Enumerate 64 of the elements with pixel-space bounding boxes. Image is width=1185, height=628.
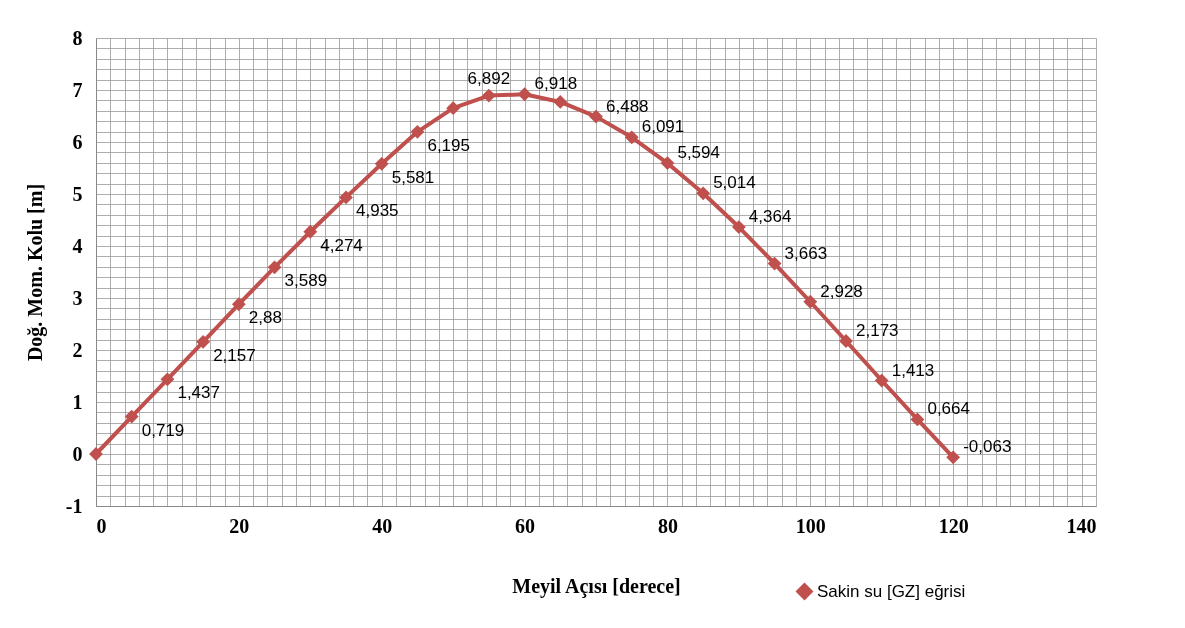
data-label: 6,892 bbox=[467, 68, 511, 88]
data-label: 1,413 bbox=[891, 360, 935, 380]
point bbox=[196, 334, 211, 349]
x-tick-label: 120 bbox=[938, 514, 969, 537]
y-tick-label: 0 bbox=[72, 442, 83, 465]
y-tick-label: 6 bbox=[72, 130, 83, 153]
point bbox=[124, 409, 139, 424]
y-tick-label: 2 bbox=[72, 338, 83, 361]
x-tick-label: 20 bbox=[229, 514, 250, 537]
data-label: 3,663 bbox=[784, 243, 828, 263]
data-label: 5,014 bbox=[713, 173, 756, 193]
data-label: 3,589 bbox=[284, 271, 328, 291]
data-label: 0,719 bbox=[141, 420, 185, 440]
x-tick-label: 60 bbox=[515, 514, 536, 537]
point bbox=[339, 190, 353, 205]
point bbox=[946, 450, 961, 465]
point bbox=[517, 87, 532, 102]
point bbox=[589, 109, 603, 124]
point bbox=[803, 294, 818, 309]
data-label: 5,581 bbox=[391, 167, 435, 187]
data-label: 6,918 bbox=[534, 74, 578, 94]
point bbox=[731, 220, 746, 234]
point bbox=[374, 156, 389, 171]
legend-label: Sakin su [GZ] eğrisi bbox=[817, 581, 966, 601]
x-tick-label: 80 bbox=[657, 514, 678, 537]
data-label: 2,928 bbox=[820, 281, 863, 301]
point bbox=[303, 224, 318, 239]
x-tick-label: 140 bbox=[1066, 514, 1097, 537]
point bbox=[231, 297, 246, 312]
data-label: 2,157 bbox=[213, 345, 256, 365]
point bbox=[410, 124, 425, 139]
point bbox=[660, 156, 675, 170]
point bbox=[160, 372, 175, 387]
y-tick-label: 7 bbox=[72, 78, 83, 101]
point bbox=[267, 260, 282, 275]
y-tick-label: -1 bbox=[65, 494, 83, 517]
data-label: 5,594 bbox=[677, 143, 720, 163]
y-tick-label: 1 bbox=[72, 390, 83, 413]
data-label: 6,091 bbox=[641, 117, 685, 137]
y-tick-label: 3 bbox=[72, 286, 83, 309]
point bbox=[696, 186, 711, 201]
y-tick-label: 4 bbox=[72, 234, 83, 257]
x-tick-label: 0 bbox=[96, 514, 107, 537]
data-label: 2,173 bbox=[856, 321, 899, 340]
data-label: 6,195 bbox=[427, 135, 470, 155]
data-label: -0,063 bbox=[963, 437, 1012, 457]
data-label: 4,274 bbox=[320, 235, 363, 255]
point bbox=[446, 101, 461, 116]
x-tick-label: 100 bbox=[795, 514, 826, 537]
point bbox=[553, 95, 568, 109]
data-label: 6,488 bbox=[606, 96, 649, 116]
data-label: 0,664 bbox=[927, 399, 970, 419]
y-tick-label: 8 bbox=[72, 26, 83, 49]
y-axis-title: Doğ. Mom. Kolu [m] bbox=[23, 183, 47, 362]
point bbox=[481, 88, 496, 103]
point bbox=[624, 130, 639, 145]
point bbox=[874, 373, 889, 388]
data-label: 1,437 bbox=[177, 383, 220, 403]
data-label: 4,364 bbox=[748, 207, 792, 227]
data-label: 2,88 bbox=[248, 308, 282, 328]
x-axis-title: Meyil Açısı [derece] bbox=[512, 574, 681, 598]
x-tick-label: 40 bbox=[372, 514, 393, 537]
data-label: 4,935 bbox=[356, 201, 399, 221]
y-tick-label: 5 bbox=[72, 182, 83, 205]
